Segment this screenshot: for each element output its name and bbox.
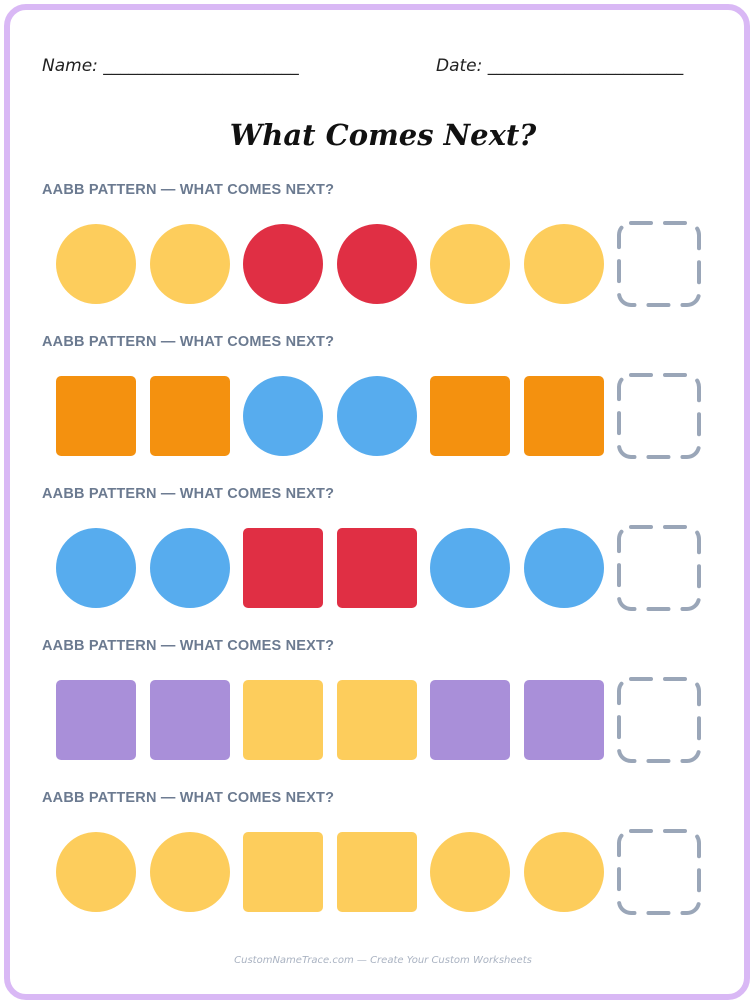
- yellow-circle: [430, 224, 510, 304]
- answer-box[interactable]: [616, 220, 702, 308]
- yellow-square: [337, 832, 417, 912]
- date-field[interactable]: Date: _______________________: [436, 56, 684, 76]
- worksheet-page: Name: _______________________ Date: ____…: [4, 4, 750, 1000]
- answer-box[interactable]: [616, 372, 702, 460]
- orange-square: [56, 376, 136, 456]
- pattern-row: [10, 373, 750, 466]
- blue-circle: [150, 528, 230, 608]
- blue-circle: [56, 528, 136, 608]
- purple-square: [430, 680, 510, 760]
- yellow-square: [243, 832, 323, 912]
- purple-square: [56, 680, 136, 760]
- yellow-square: [243, 680, 323, 760]
- name-field[interactable]: Name: _______________________: [42, 56, 299, 76]
- blue-circle: [337, 376, 417, 456]
- red-square: [243, 528, 323, 608]
- pattern-row: [10, 829, 750, 922]
- blue-circle: [243, 376, 323, 456]
- blue-circle: [430, 528, 510, 608]
- answer-box[interactable]: [616, 828, 702, 916]
- red-circle: [337, 224, 417, 304]
- red-square: [337, 528, 417, 608]
- red-circle: [243, 224, 323, 304]
- orange-square: [524, 376, 604, 456]
- footer-credit: CustomNameTrace.com — Create Your Custom…: [234, 955, 532, 966]
- yellow-circle: [430, 832, 510, 912]
- orange-square: [150, 376, 230, 456]
- purple-square: [150, 680, 230, 760]
- yellow-circle: [56, 224, 136, 304]
- yellow-square: [337, 680, 417, 760]
- pattern-label: AABB PATTERN — WHAT COMES NEXT?: [42, 638, 335, 654]
- orange-square: [430, 376, 510, 456]
- pattern-row: [10, 221, 750, 314]
- yellow-circle: [524, 224, 604, 304]
- yellow-circle: [150, 832, 230, 912]
- yellow-circle: [56, 832, 136, 912]
- pattern-label: AABB PATTERN — WHAT COMES NEXT?: [42, 790, 335, 806]
- pattern-label: AABB PATTERN — WHAT COMES NEXT?: [42, 182, 335, 198]
- pattern-row: [10, 677, 750, 770]
- pattern-label: AABB PATTERN — WHAT COMES NEXT?: [42, 486, 335, 502]
- pattern-label: AABB PATTERN — WHAT COMES NEXT?: [42, 334, 335, 350]
- worksheet-title: What Comes Next?: [229, 118, 537, 152]
- pattern-row: [10, 525, 750, 618]
- blue-circle: [524, 528, 604, 608]
- yellow-circle: [524, 832, 604, 912]
- answer-box[interactable]: [616, 676, 702, 764]
- yellow-circle: [150, 224, 230, 304]
- answer-box[interactable]: [616, 524, 702, 612]
- purple-square: [524, 680, 604, 760]
